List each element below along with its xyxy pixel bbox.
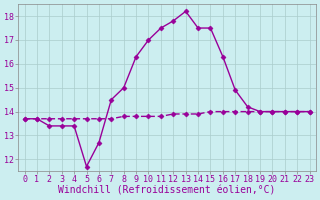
X-axis label: Windchill (Refroidissement éolien,°C): Windchill (Refroidissement éolien,°C) [58,186,276,196]
